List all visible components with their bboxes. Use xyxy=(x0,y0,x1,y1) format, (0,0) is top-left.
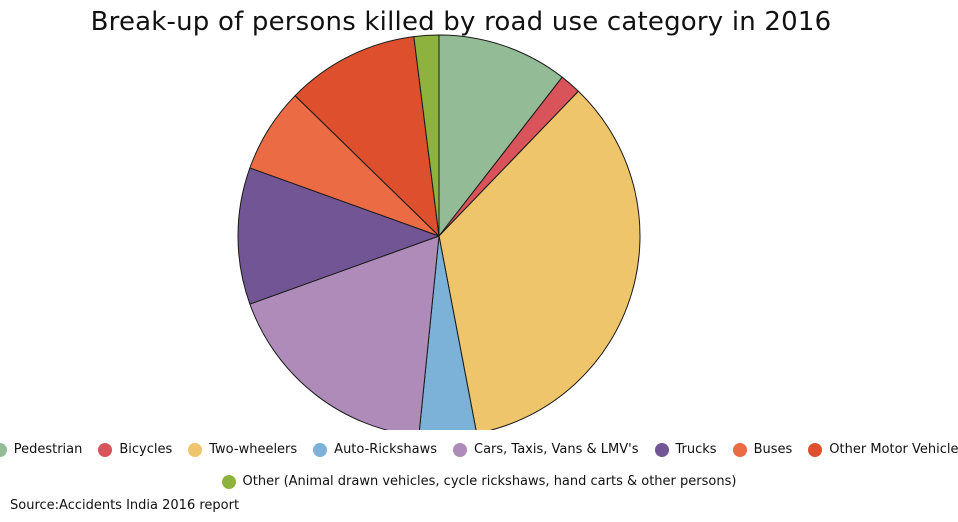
legend-label: Other Motor Vehicles xyxy=(829,442,958,457)
legend-label: Auto-Rickshaws xyxy=(334,442,437,457)
legend-swatch xyxy=(98,443,113,457)
legend-row-2: Other (Animal drawn vehicles, cycle rick… xyxy=(0,473,958,491)
legend-swatch xyxy=(808,443,823,457)
legend-swatch xyxy=(0,443,7,457)
pie-slice-4 xyxy=(418,235,477,430)
legend-swatch xyxy=(453,443,467,457)
legend-label: Trucks xyxy=(675,442,717,457)
pie-slice-9 xyxy=(413,34,440,237)
legend-swatch xyxy=(732,443,747,457)
legend-label: Other (Animal drawn vehicles, cycle rick… xyxy=(242,474,737,489)
pie-slice-3 xyxy=(438,90,641,430)
legend-label: Cars, Taxis, Vans & LMV's xyxy=(474,442,639,457)
pie-slice-5 xyxy=(249,235,440,430)
legend-swatch xyxy=(654,443,669,457)
legend-item: Trucks xyxy=(654,441,717,459)
legend-label: Bicycles xyxy=(119,442,173,457)
pie-slice-8 xyxy=(294,36,440,237)
pie-slice-6 xyxy=(237,167,440,305)
legend-swatch xyxy=(188,443,203,457)
legend-item: Other Motor Vehicles xyxy=(808,441,958,459)
legend-label: Pedestrian xyxy=(13,442,83,457)
legend-label: Two-wheelers xyxy=(209,442,298,457)
chart-title: Break-up of persons killed by road use c… xyxy=(90,7,832,37)
legend-item: Two-wheelers xyxy=(188,441,297,459)
legend-item: Auto-Rickshaws xyxy=(313,441,437,459)
pie-slice-1 xyxy=(438,34,563,237)
legend-label: Buses xyxy=(753,442,793,457)
legend-item: Bicycles xyxy=(98,441,172,459)
legend-swatch xyxy=(313,443,328,457)
legend-swatch xyxy=(221,475,236,489)
legend-item: Pedestrian xyxy=(0,441,82,459)
legend-row-1: Pedestrian Bicycles Two-wheelers Auto-Ricks… xyxy=(0,441,958,459)
pie-slices xyxy=(237,34,641,430)
legend-item: Other (Animal drawn vehicles, cycle rick… xyxy=(221,473,737,491)
legend-item: Cars, Taxis, Vans & LMV's xyxy=(453,441,639,459)
legend-item: Buses xyxy=(732,441,793,459)
pie-chart xyxy=(237,34,641,430)
source-note: Source:Accidents India 2016 report xyxy=(10,498,240,513)
